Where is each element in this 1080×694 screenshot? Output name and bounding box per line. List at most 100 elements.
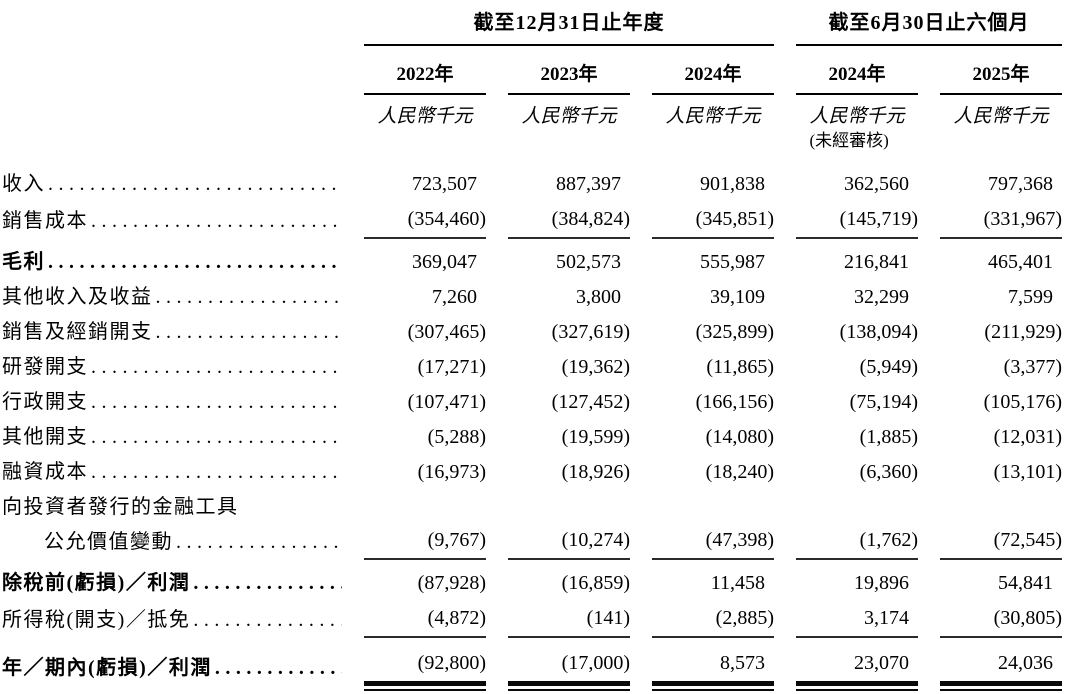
row-label: 收入: [2, 173, 45, 195]
table-row: 其他開支 (5,288) (19,599) (14,080) (1,885) (12,03…: [2, 420, 1080, 455]
unit-header-inner: 人民幣千元: [377, 105, 472, 129]
cell-value: (30,805): [940, 601, 1062, 638]
dot-leader: [215, 651, 342, 686]
cell-value: 7,599: [1008, 286, 1053, 308]
cell-value: (12,031): [993, 426, 1062, 448]
table-row: 銷售成本 (354,460) (384,824) (345,851) (145,719)…: [2, 202, 1080, 239]
row-label-line: 研發開支: [2, 350, 342, 385]
row-label-cell: 年／期內(虧損)／利潤: [2, 651, 342, 686]
cell-value: 723,507: [412, 173, 477, 195]
cell-value: (2,885): [652, 601, 774, 638]
cell-value: (211,929): [984, 321, 1062, 343]
cell-value: (145,719): [796, 202, 918, 239]
unit-header: 人民幣千元 (未經審核): [796, 95, 918, 153]
row-label-line: 其他開支: [2, 420, 342, 455]
cell-value: 369,047: [412, 251, 477, 273]
cell-value: (17,271): [417, 356, 486, 378]
currency-unit-label: 人民幣千元: [521, 106, 617, 127]
table-row: 除稅前(虧損)／利潤 (87,928) (16,859) 11,458 19,896 54…: [2, 566, 1080, 601]
cell-value: (11,865): [706, 356, 774, 378]
row-label-line: 所得稅(開支)／抵免: [2, 603, 342, 638]
cell-value: (18,240): [705, 461, 774, 483]
row-label-line: 行政開支: [2, 385, 342, 420]
currency-unit-label: 人民幣千元: [809, 106, 905, 127]
row-label: 其他開支: [2, 426, 88, 448]
cell-value: (1,762): [796, 523, 918, 560]
cell-value: 3,174: [796, 601, 918, 638]
dot-leader: [156, 280, 343, 315]
cell-value: (127,452): [551, 391, 630, 413]
year-header: 2024年: [652, 46, 774, 95]
year-header: 2025年: [940, 46, 1062, 95]
year-header: 2022年: [364, 46, 486, 95]
dot-leader: [48, 245, 342, 280]
dot-leader: [193, 603, 342, 638]
dot-leader: [176, 525, 342, 560]
unit-header-inner: 人民幣千元: [521, 105, 616, 129]
cell-value: 797,368: [988, 173, 1053, 195]
unit-header-inner: 人民幣千元 (未經審核): [809, 105, 904, 153]
cell-value: (331,967): [940, 202, 1062, 239]
cell-value: 54,841: [998, 572, 1053, 594]
row-label-cell: 其他收入及收益: [2, 280, 342, 315]
table-row: 其他收入及收益 7,260 3,800 39,109 32,299 7,599: [2, 280, 1080, 315]
cell-value: 216,841: [844, 251, 909, 273]
cell-value: 19,896: [854, 572, 909, 594]
dot-leader: [91, 385, 342, 420]
cell-value: (6,360): [859, 461, 918, 483]
table-row: 研發開支 (17,271) (19,362) (11,865) (5,949) (3,37…: [2, 350, 1080, 385]
cell-value: 11,458: [710, 572, 765, 594]
row-label-cell: 向投資者發行的金融工具 公允價值變動: [2, 490, 342, 560]
spacer-cell: [2, 6, 342, 46]
spacer-cell: [2, 46, 342, 95]
row-label: 毛利: [2, 251, 45, 273]
row-label-cell: 行政開支: [2, 385, 342, 420]
row-label-cell: 其他開支: [2, 420, 342, 455]
table-body: 收入 723,507 887,397 901,838 362,560 797,368 銷售成…: [2, 167, 1080, 691]
dot-leader: [48, 167, 342, 202]
row-label-line: 收入: [2, 167, 342, 202]
cell-value: (325,899): [695, 321, 774, 343]
cell-value: (107,471): [407, 391, 486, 413]
cell-value: (4,872): [364, 601, 486, 638]
dot-leader: [193, 566, 342, 601]
cell-value: 887,397: [556, 173, 621, 195]
cell-value: 502,573: [556, 251, 621, 273]
row-label: 行政開支: [2, 391, 88, 413]
cell-value: (14,080): [705, 426, 774, 448]
row-label-line: 年／期內(虧損)／利潤: [2, 651, 342, 686]
cell-value: (354,460): [364, 202, 486, 239]
unit-header-inner: 人民幣千元: [953, 105, 1048, 129]
row-label-cell: 銷售及經銷開支: [2, 315, 342, 350]
cell-value: 3,800: [576, 286, 621, 308]
year-header: 2024年: [796, 46, 918, 95]
cell-value: (5,288): [427, 426, 486, 448]
double-rule-thin-line: [796, 689, 918, 691]
cell-value: 8,573: [652, 646, 774, 686]
table-row: 年／期內(虧損)／利潤 (92,800) (17,000) 8,573 23,070 24…: [2, 646, 1080, 686]
row-label-line: 其他收入及收益: [2, 280, 342, 315]
unaudited-note: (未經審核): [809, 131, 889, 150]
row-label: 所得稅(開支)／抵免: [2, 609, 191, 631]
double-rule-thin-line: [364, 689, 486, 691]
dot-leader: [91, 204, 342, 239]
cell-value: (16,859): [561, 572, 630, 594]
double-rule-row: [2, 689, 1080, 691]
table-row: 行政開支 (107,471) (127,452) (166,156) (75,194) (…: [2, 385, 1080, 420]
table-row: 所得稅(開支)／抵免 (4,872) (141) (2,885) 3,174 (30,80…: [2, 601, 1080, 638]
row-label: 銷售及經銷開支: [2, 321, 153, 343]
row-label: 銷售成本: [2, 210, 88, 232]
cell-value: 362,560: [844, 173, 909, 195]
cell-value: 39,109: [710, 286, 765, 308]
row-label: 其他收入及收益: [2, 286, 153, 308]
cell-value: (9,767): [364, 523, 486, 560]
unit-header: 人民幣千元: [508, 95, 630, 153]
unit-header: 人民幣千元: [652, 95, 774, 153]
cell-value: (307,465): [407, 321, 486, 343]
dot-leader: [156, 315, 343, 350]
cell-value: (138,094): [839, 321, 918, 343]
spacer-cell: [2, 689, 342, 691]
row-label: 年／期內(虧損)／利潤: [2, 657, 212, 679]
currency-unit-label: 人民幣千元: [953, 106, 1049, 127]
